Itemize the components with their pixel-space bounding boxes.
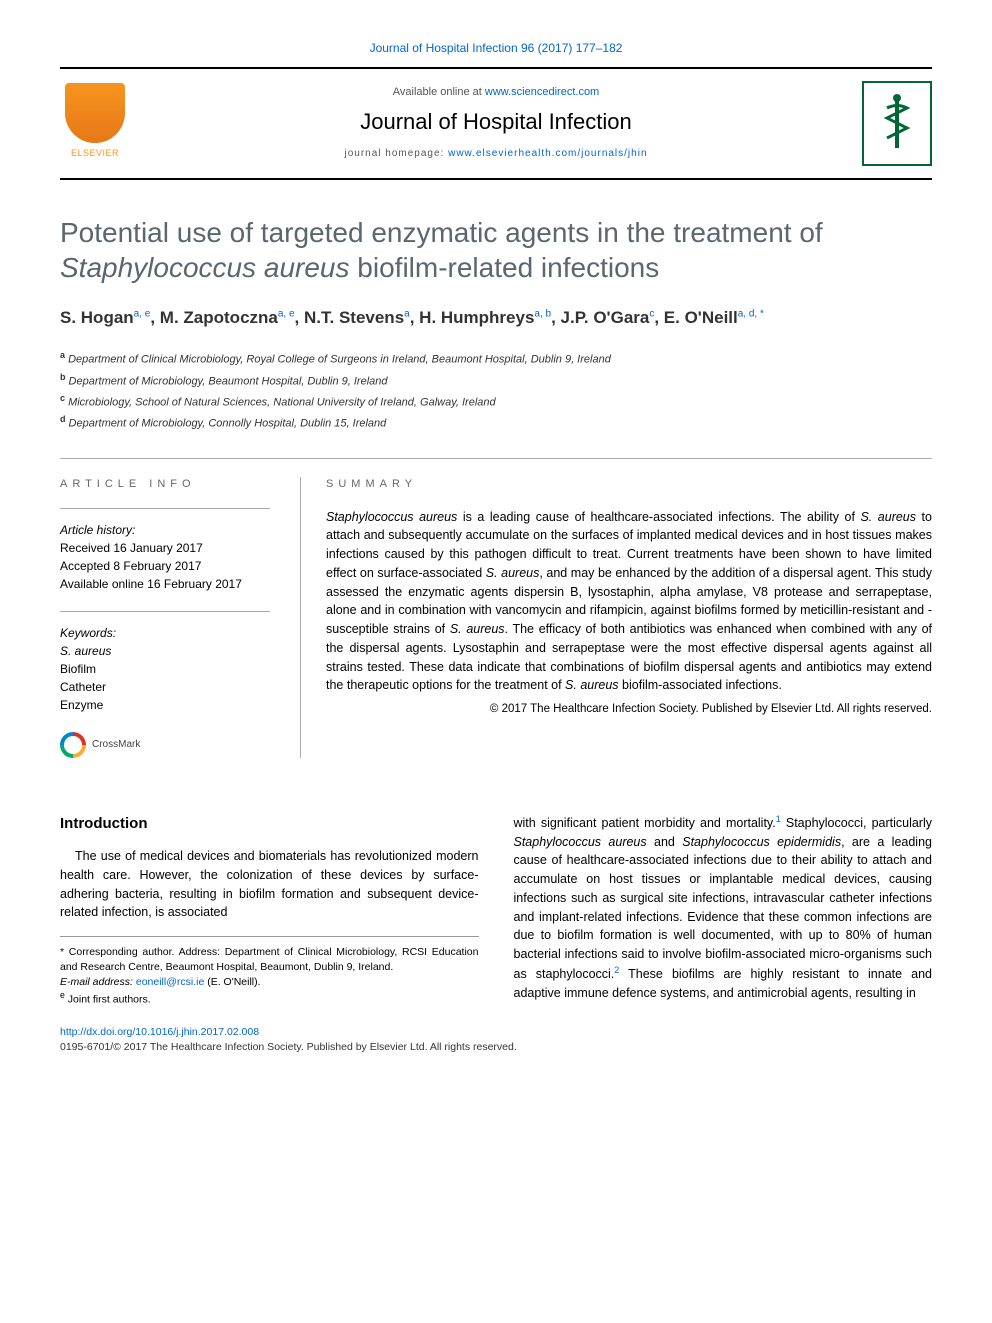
keywords-list: S. aureusBiofilmCatheterEnzyme [60,642,270,714]
caduceus-icon [877,93,917,153]
article-info-label: ARTICLE INFO [60,477,270,492]
crossmark-badge[interactable]: CrossMark [60,732,270,758]
summary-column: SUMMARY Staphylococcus aureus is a leadi… [300,477,932,757]
email-link[interactable]: eoneill@rcsi.ie [136,976,204,988]
sciencedirect-link[interactable]: www.sciencedirect.com [485,86,599,98]
received-date: Received 16 January 2017 [60,539,270,557]
online-date: Available online 16 February 2017 [60,575,270,593]
available-online: Available online at www.sciencedirect.co… [130,85,862,100]
accepted-date: Accepted 8 February 2017 [60,557,270,575]
joint-first-note: e Joint first authors. [60,989,479,1007]
jhi-logo [862,81,932,166]
affiliations: a Department of Clinical Microbiology, R… [60,348,932,433]
intro-paragraph-1: The use of medical devices and biomateri… [60,847,479,922]
citation-link[interactable]: Journal of Hospital Infection 96 (2017) … [370,41,623,55]
crossmark-label: CrossMark [92,738,140,752]
footnotes: * Corresponding author. Address: Departm… [60,936,479,1007]
doi-line: http://dx.doi.org/10.1016/j.jhin.2017.02… [60,1025,932,1040]
journal-name: Journal of Hospital Infection [130,107,862,138]
elsevier-logo[interactable]: ELSEVIER [60,83,130,163]
footer-copyright: 0195-6701/© 2017 The Healthcare Infectio… [60,1040,932,1055]
journal-header: ELSEVIER Available online at www.science… [60,67,932,180]
corresponding-author: * Corresponding author. Address: Departm… [60,945,479,974]
intro-paragraph-2: with significant patient morbidity and m… [514,813,933,1003]
crossmark-icon [60,732,86,758]
introduction-heading: Introduction [60,813,479,836]
authors-list: S. Hogana, e, M. Zapotocznaa, e, N.T. St… [60,305,932,331]
summary-copyright: © 2017 The Healthcare Infection Society.… [326,701,932,717]
email-line: E-mail address: eoneill@rcsi.ie (E. O'Ne… [60,975,479,990]
article-body: Introduction The use of medical devices … [60,813,932,1008]
journal-homepage: journal homepage: www.elsevierhealth.com… [130,147,862,161]
summary-label: SUMMARY [326,477,932,492]
history-label: Article history: [60,521,270,539]
doi-link[interactable]: http://dx.doi.org/10.1016/j.jhin.2017.02… [60,1026,259,1038]
article-title: Potential use of targeted enzymatic agen… [60,215,932,285]
elsevier-tree-icon [65,83,125,143]
header-center: Available online at www.sciencedirect.co… [130,85,862,161]
summary-text: Staphylococcus aureus is a leading cause… [326,508,932,696]
homepage-link[interactable]: www.elsevierhealth.com/journals/jhin [448,148,647,159]
citation-line: Journal of Hospital Infection 96 (2017) … [60,40,932,57]
keywords-label: Keywords: [60,624,270,642]
article-info-column: ARTICLE INFO Article history: Received 1… [60,477,270,757]
elsevier-label: ELSEVIER [71,147,119,160]
